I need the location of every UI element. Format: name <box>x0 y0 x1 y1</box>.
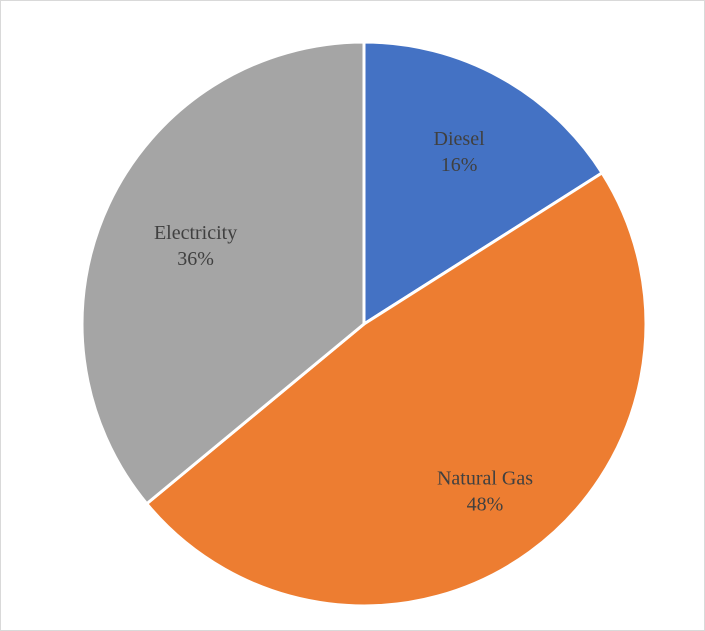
slice-label-electricity: Electricity <box>154 222 237 244</box>
slice-label-diesel: Diesel <box>434 128 486 150</box>
pie-slice-electricity <box>80 40 366 506</box>
slices-layer <box>80 40 648 608</box>
slice-label-natural-gas: Natural Gas <box>437 468 533 490</box>
slice-percent-natural-gas: 48% <box>467 494 504 516</box>
pie-slice-natural-gas <box>145 171 648 608</box>
slice-percent-electricity: 36% <box>177 248 214 270</box>
slice-percent-diesel: 16% <box>441 154 478 176</box>
pie-slice-diesel <box>362 40 604 326</box>
labels-layer: Diesel 16% Natural Gas 48% Electricity 36% <box>154 128 533 516</box>
